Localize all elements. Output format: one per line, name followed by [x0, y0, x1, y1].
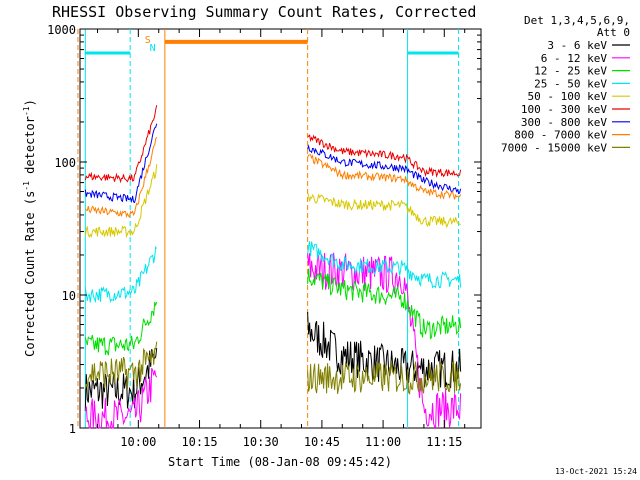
legend-entry-label: 50 - 100 keV [528, 90, 608, 103]
timestamp: 13-Oct-2021 15:24 [555, 467, 637, 476]
legend-header: Det 1,3,4,5,6,9, [524, 14, 630, 27]
legend-entry-label: 3 - 6 keV [547, 39, 607, 52]
series-line [307, 268, 462, 340]
series-line [84, 164, 158, 239]
series-line [84, 348, 158, 411]
plot-frame [79, 28, 482, 429]
night-marker-label: N [150, 43, 156, 54]
legend-entry-label: 12 - 25 keV [534, 65, 607, 78]
x-tick-label: 10:00 [120, 435, 156, 449]
series-line [84, 136, 158, 219]
series-line [84, 105, 158, 184]
x-tick-label: 11:00 [365, 435, 401, 449]
series-line [307, 134, 462, 179]
y-tick-label: 1000 [47, 23, 76, 37]
series-line [84, 341, 158, 390]
series-line [307, 360, 462, 395]
series-layer [84, 105, 462, 430]
x-tick-label: 10:30 [243, 435, 279, 449]
series-line [307, 252, 462, 430]
saa-marker-label: S [145, 35, 151, 46]
legend-entry-label: 100 - 300 keV [521, 103, 607, 116]
chart-title: RHESSI Observing Summary Count Rates, Co… [52, 3, 476, 21]
legend-entry-label: 7000 - 15000 keV [501, 141, 607, 154]
axes: 1 10 100 1000 10:00 10:15 10:30 10:45 11:00 11:15 [47, 23, 481, 449]
legend-entry-label: 25 - 50 keV [534, 77, 607, 90]
y-tick-label: 10 [62, 289, 76, 303]
legend-entry-label: 800 - 7000 keV [514, 129, 607, 142]
legend-header: Att 0 [597, 26, 630, 39]
series-line [307, 241, 462, 289]
x-axis-label: Start Time (08-Jan-08 09:45:42) [168, 455, 392, 469]
x-tick-label: 11:15 [426, 435, 462, 449]
series-line [307, 144, 462, 195]
y-tick-label: 100 [54, 156, 76, 170]
series-line [307, 192, 461, 229]
y-axis-label: Corrected Count Rate (s-1 detector-1) [22, 99, 37, 357]
legend-entry-label: 300 - 800 keV [521, 116, 607, 129]
series-line [307, 311, 462, 389]
x-tick-label: 10:15 [181, 435, 217, 449]
series-line [84, 301, 158, 356]
series-line [84, 245, 158, 304]
x-tick-label: 10:45 [304, 435, 340, 449]
series-line [84, 123, 158, 204]
y-tick-label: 1 [69, 422, 76, 436]
legend-entry-label: 6 - 12 keV [541, 52, 608, 65]
series-line [307, 154, 462, 200]
